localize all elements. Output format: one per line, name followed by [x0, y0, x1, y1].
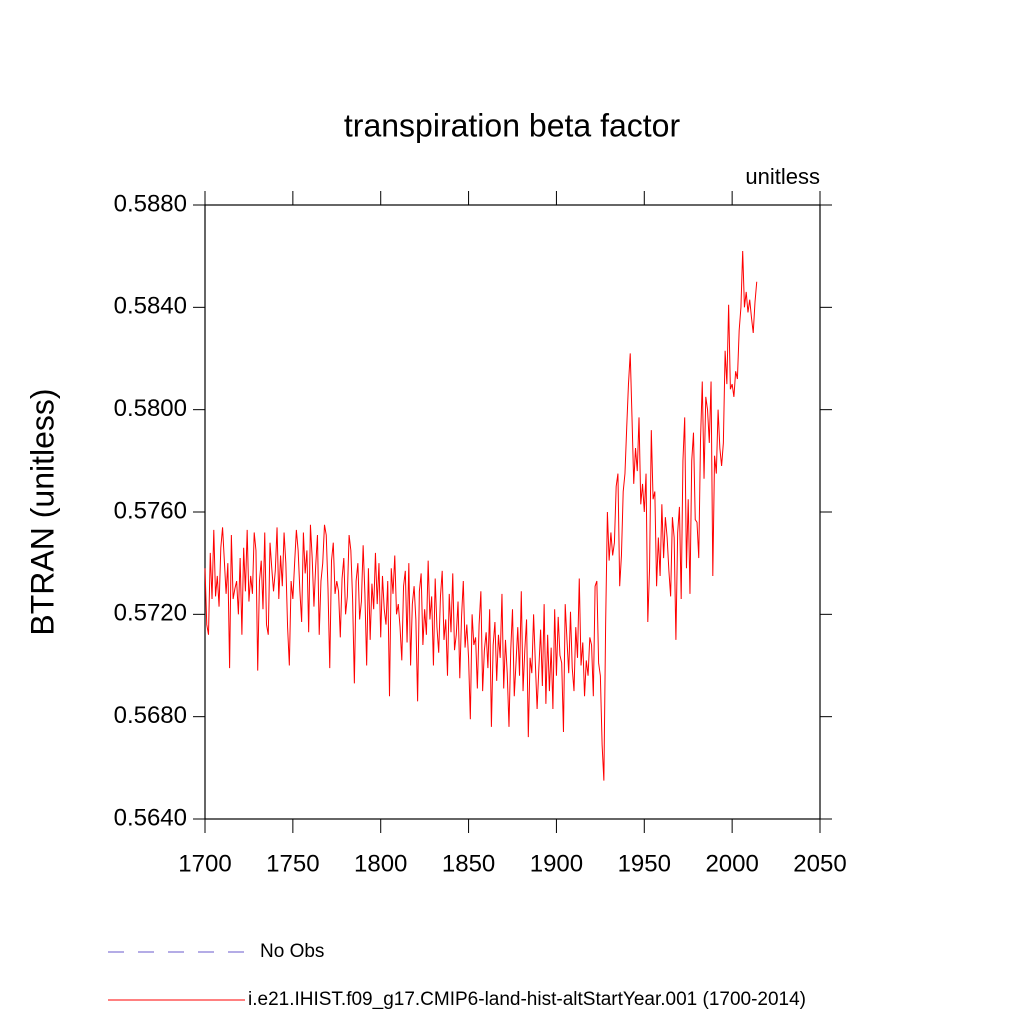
plot-frame [204, 204, 821, 820]
y-tick-label: 0.5800 [114, 395, 187, 422]
y-tick-label: 0.5680 [114, 702, 187, 729]
chart-subtitle: unitless [745, 164, 820, 189]
y-tick-label: 0.5840 [114, 293, 187, 320]
x-tick-label: 2000 [705, 850, 758, 877]
x-tick-label: 1850 [442, 850, 495, 877]
legend-label: No Obs [260, 941, 324, 962]
x-tick-label: 1750 [266, 850, 319, 877]
y-tick-label: 0.5880 [114, 190, 187, 217]
x-tick-label: 2050 [793, 850, 846, 877]
chart-title: transpiration beta factor [344, 107, 681, 143]
y-tick-label: 0.5720 [114, 600, 187, 627]
x-tick-label: 1900 [530, 850, 583, 877]
x-tick-label: 1800 [354, 850, 407, 877]
data-line [204, 251, 758, 781]
y-tick-label: 0.5760 [114, 497, 187, 524]
x-tick-label: 1950 [618, 850, 671, 877]
legend-label: i.e21.IHIST.f09_g17.CMIP6-land-hist-altS… [248, 989, 806, 1010]
y-tick-label: 0.5640 [114, 804, 187, 831]
x-tick-label: 1700 [178, 850, 231, 877]
y-axis-label: BTRAN (unitless) [24, 388, 60, 635]
